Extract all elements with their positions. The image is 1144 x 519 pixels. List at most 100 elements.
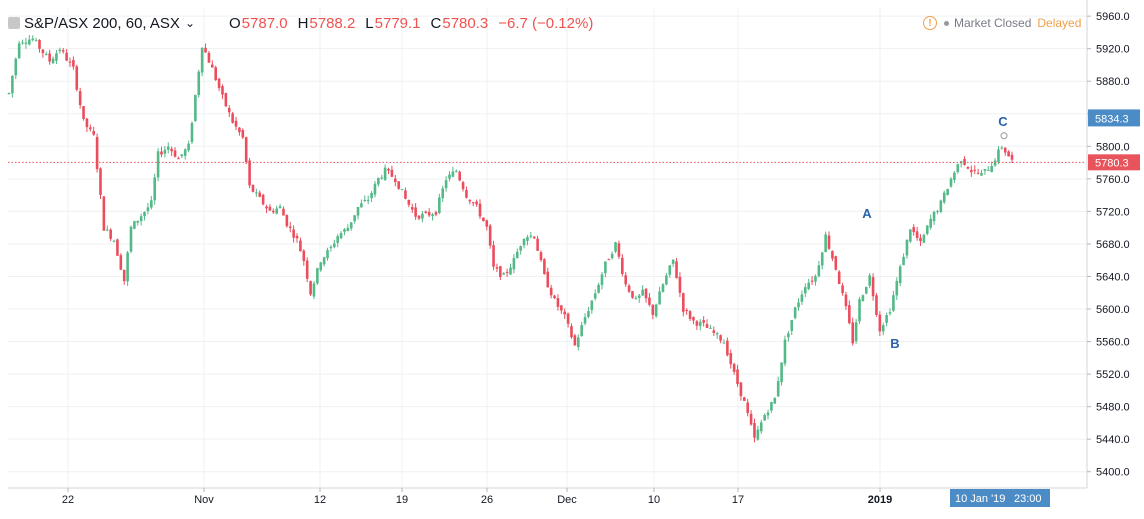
candle-body bbox=[238, 127, 241, 133]
candle-body bbox=[715, 333, 719, 335]
candle-body bbox=[898, 266, 902, 284]
candle-body bbox=[858, 299, 861, 322]
candle-body bbox=[353, 215, 356, 222]
candle-body bbox=[363, 199, 367, 202]
candle-body bbox=[644, 288, 648, 299]
candle-body bbox=[312, 283, 316, 297]
candle-body bbox=[7, 93, 11, 95]
candle-body bbox=[458, 171, 461, 181]
candle-body bbox=[851, 322, 855, 344]
time-tick-label: 10 bbox=[648, 494, 660, 506]
candle-body bbox=[78, 91, 82, 105]
candle-body bbox=[89, 127, 92, 130]
time-tick-label: 19 bbox=[396, 494, 408, 506]
candle-body bbox=[380, 177, 384, 179]
candle-body bbox=[102, 196, 106, 231]
candle-body bbox=[471, 202, 475, 204]
close-value: 5780.3 bbox=[442, 14, 489, 32]
symbol-name[interactable]: S&P/ASX 200, 60, ASX bbox=[24, 14, 180, 32]
candle-body bbox=[939, 200, 943, 212]
candle-body bbox=[953, 172, 956, 180]
candle-body bbox=[902, 256, 905, 266]
price-tick-label: 5600.0 bbox=[1096, 304, 1130, 316]
candle-body bbox=[804, 287, 807, 294]
last-price-label: 5780.3 bbox=[1095, 157, 1129, 169]
warning-icon[interactable]: ! bbox=[923, 16, 937, 30]
candle-body bbox=[356, 206, 360, 216]
candle-body bbox=[665, 275, 668, 285]
candle-body bbox=[488, 225, 492, 246]
candle-body bbox=[621, 257, 624, 275]
candle-body bbox=[299, 240, 302, 252]
candle-body bbox=[475, 201, 478, 205]
chevron-down-icon[interactable]: ⌄ bbox=[184, 16, 195, 30]
candle-body bbox=[187, 143, 190, 151]
candle-body bbox=[688, 311, 692, 319]
candle-body bbox=[82, 106, 85, 119]
candle-body bbox=[743, 397, 746, 401]
price-tick-label: 5560.0 bbox=[1096, 337, 1130, 349]
candle-body bbox=[119, 255, 123, 270]
candle-body bbox=[793, 307, 797, 319]
candle-body bbox=[942, 192, 946, 203]
candle-body bbox=[366, 199, 370, 201]
price-tick-label: 5920.0 bbox=[1096, 44, 1130, 56]
low-value: 5779.1 bbox=[374, 14, 421, 32]
candle-body bbox=[478, 203, 482, 217]
event-marker-icon[interactable] bbox=[1000, 132, 1008, 140]
candle-body bbox=[997, 149, 1000, 163]
candle-body bbox=[292, 229, 295, 238]
candle-body bbox=[217, 78, 221, 89]
time-tick-label: 17 bbox=[732, 494, 744, 506]
candle-body bbox=[539, 252, 543, 261]
candle-body bbox=[34, 40, 38, 42]
time-tick-label: 26 bbox=[481, 494, 493, 506]
candle-body bbox=[146, 207, 150, 212]
wave-label-c: C bbox=[998, 114, 1008, 129]
candle-body bbox=[370, 192, 373, 199]
candle-body bbox=[763, 415, 766, 421]
candle-body bbox=[532, 236, 536, 239]
candle-body bbox=[790, 320, 794, 331]
candle-body bbox=[65, 52, 68, 61]
candle-body bbox=[519, 246, 522, 251]
candle-body bbox=[339, 233, 343, 239]
candle-body bbox=[55, 53, 58, 61]
candle-body bbox=[302, 250, 306, 262]
candle-body bbox=[38, 39, 41, 49]
candle-body bbox=[322, 257, 326, 265]
candle-body bbox=[722, 342, 726, 344]
price-tick-label: 5960.0 bbox=[1096, 11, 1130, 23]
candle-body bbox=[729, 353, 733, 365]
candle-body bbox=[139, 216, 143, 222]
candle-body bbox=[85, 118, 89, 128]
candle-body bbox=[705, 324, 709, 328]
chart-legend-header: S&P/ASX 200, 60, ASX ⌄ O 5787.0 H 5788.2 L… bbox=[8, 12, 603, 34]
chart-axes[interactable]: 5400.0 5440.0 5480.0 5520.0 5560.0 5600.0 5640… bbox=[8, 0, 1140, 507]
candle-body bbox=[404, 190, 407, 199]
candle-body bbox=[336, 236, 339, 243]
price-tick-label: 5800.0 bbox=[1096, 141, 1130, 153]
candle-body bbox=[448, 174, 451, 179]
candle-body bbox=[414, 207, 417, 217]
candle-body bbox=[92, 131, 96, 135]
candle-body bbox=[543, 259, 546, 275]
chart-overlays: A B C bbox=[8, 114, 1086, 351]
candle-body bbox=[349, 222, 353, 229]
candle-body bbox=[682, 293, 685, 312]
candle-body bbox=[224, 93, 228, 107]
candle-body bbox=[421, 213, 424, 219]
candle-body bbox=[841, 285, 844, 294]
time-highlight-date: 10 Jan '19 bbox=[955, 493, 1005, 505]
candle-body bbox=[58, 49, 62, 52]
candle-body bbox=[712, 330, 716, 333]
candle-body bbox=[492, 245, 495, 267]
candle-body bbox=[817, 265, 821, 277]
candle-body bbox=[556, 298, 560, 307]
price-tick-label: 5480.0 bbox=[1096, 402, 1130, 414]
candle-body bbox=[868, 275, 871, 286]
candle-body bbox=[1007, 151, 1010, 157]
candle-body bbox=[434, 212, 438, 215]
candle-body bbox=[834, 256, 838, 270]
